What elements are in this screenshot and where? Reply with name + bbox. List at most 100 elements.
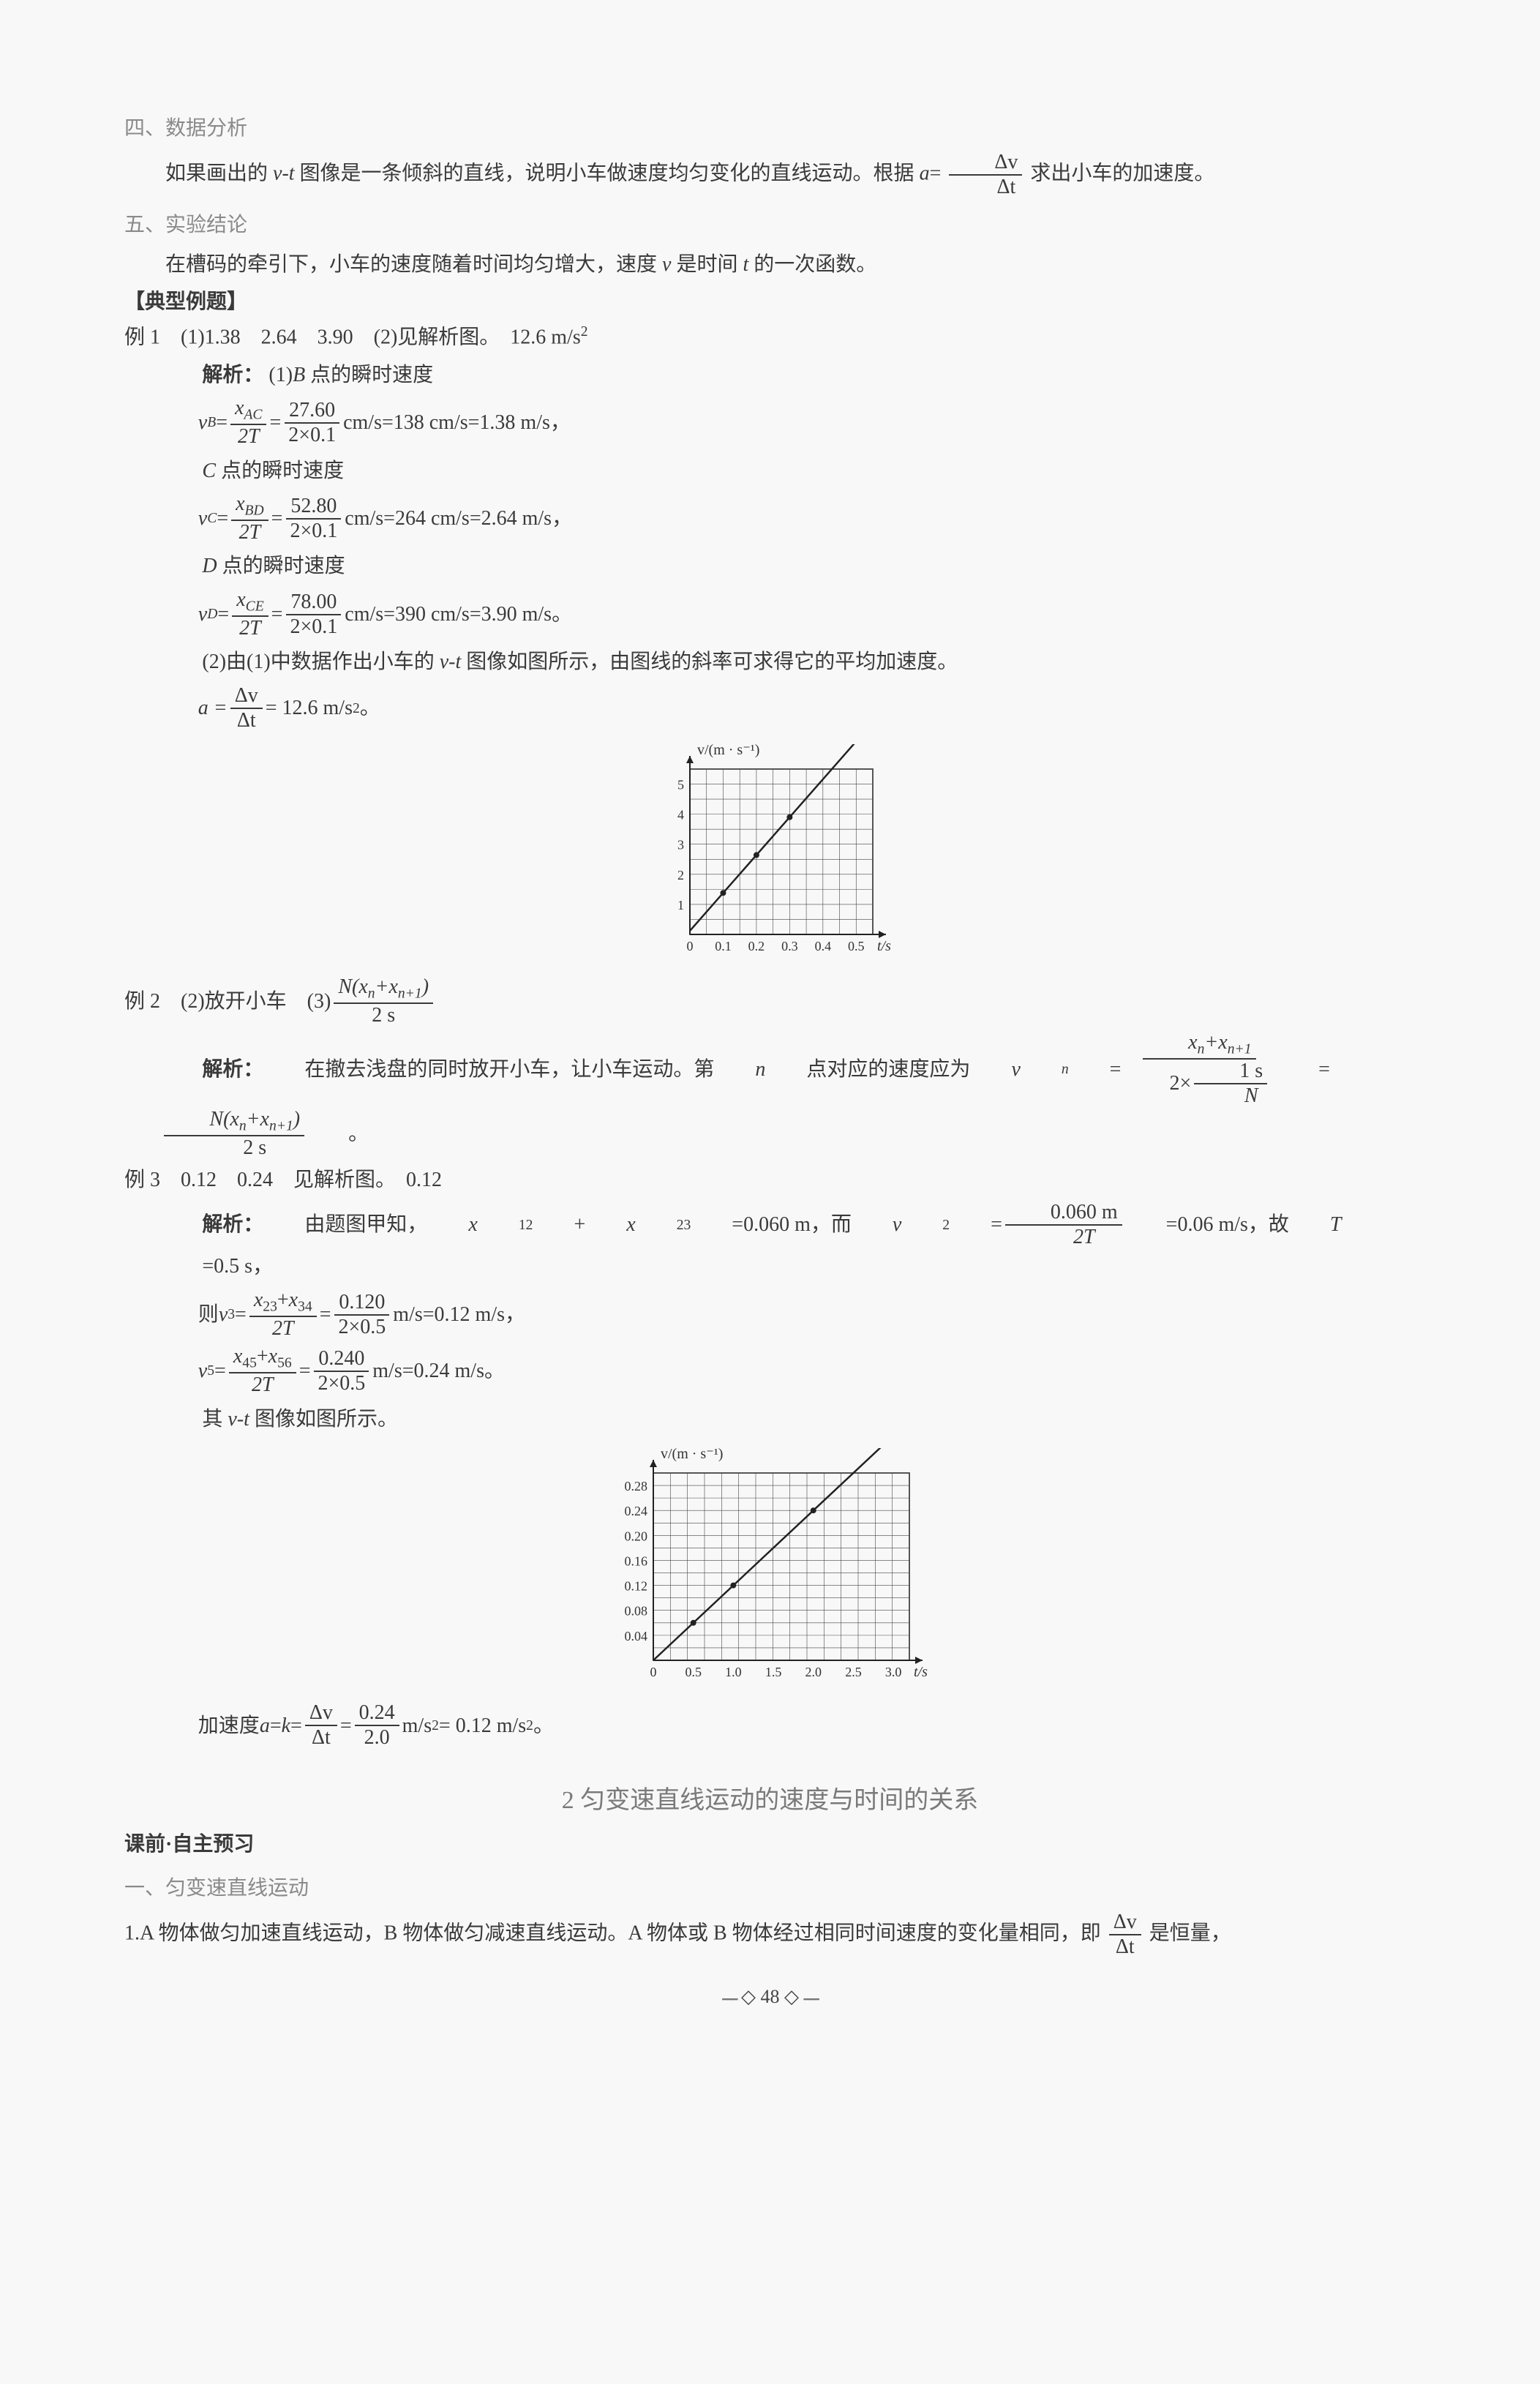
x: x (233, 1345, 242, 1368)
num: 27.60 (285, 399, 339, 424)
eq: = (930, 162, 942, 184)
section-heading-5: 五、实验结论 (124, 208, 1416, 243)
sub-heading-1: 一、匀变速直线运动 (124, 1871, 1416, 1906)
section-heading-4: 四、数据分析 (124, 111, 1416, 146)
label: 解析： (161, 1207, 263, 1242)
inner-frac: 1 sN (1194, 1060, 1267, 1108)
equation-vD: vD= xCE2T = 78.002×0.1 cm/s=390 cm/s=3.9… (124, 588, 1416, 640)
x: x (427, 1207, 477, 1242)
svg-text:3.0: 3.0 (884, 1665, 901, 1679)
tail: 。 (307, 1117, 369, 1152)
tail: cm/s=264 cm/s=2.64 m/s， (345, 501, 572, 536)
den: Δt (951, 176, 1020, 199)
fraction: xBD2T (231, 492, 268, 544)
svg-text:0.16: 0.16 (624, 1554, 647, 1569)
svg-text:2: 2 (677, 868, 684, 882)
svg-text:5: 5 (677, 778, 684, 792)
tail: m/s (402, 1709, 432, 1744)
tail: = 0.12 m/s (439, 1709, 526, 1744)
text: 点的瞬时速度 (217, 555, 345, 577)
num: 52.80 (286, 495, 341, 520)
svg-text:0.3: 0.3 (781, 939, 798, 953)
den: 2×0.1 (284, 424, 340, 447)
s: 45 (242, 1356, 257, 1371)
svg-text:t/s: t/s (914, 1664, 928, 1680)
fraction: ΔvΔt (1109, 1911, 1141, 1959)
text: =0.5 s， (161, 1249, 273, 1284)
fraction: 0.242.0 (355, 1701, 399, 1750)
fraction: x45+x562T (229, 1345, 296, 1397)
den: 2×0.1 (285, 520, 342, 543)
a: a = (198, 691, 228, 726)
solution-line: 其 v-t 图像如图所示。 (124, 1402, 1416, 1437)
den: Δt (233, 709, 260, 732)
t: ) (293, 1108, 300, 1131)
eq: = (271, 501, 283, 536)
d: Δt (307, 1726, 335, 1750)
paragraph: 如果画出的 v-t 图像是一条倾斜的直线，说明小车做速度均匀变化的直线运动。根据… (124, 151, 1416, 199)
eq: = (235, 1297, 247, 1332)
sup: 2 (526, 1714, 533, 1738)
fraction: ΔvΔt (230, 684, 263, 732)
v: v (219, 1297, 228, 1332)
eq: = (320, 1297, 331, 1332)
v: v (970, 1052, 1020, 1087)
t: +x (375, 975, 398, 998)
xs: AC (244, 408, 262, 423)
text: (2)由(1)中数据作出小车的 (202, 651, 439, 673)
eq: = (299, 1354, 311, 1389)
chart-2-wrap: 0.040.080.120.160.200.240.2800.51.01.52.… (124, 1448, 1416, 1690)
num: Δv (949, 151, 1022, 176)
n: 0.120 (334, 1291, 389, 1316)
text: 图像如图所示，由图线的斜率可求得它的平均加速度。 (461, 651, 958, 673)
text: 由题图甲知， (263, 1207, 427, 1242)
label: 解析： (202, 364, 263, 386)
page-number: ━━━ ◇ 48 ◇ ━━━ (124, 1981, 1416, 2013)
text: 例 1 (1)1.38 2.64 3.90 (2)见解析图。 12.6 m/s (124, 326, 581, 348)
text: 在槽码的牵引下，小车的速度随着时间均匀增大，速度 (165, 253, 662, 276)
preclass-heading: 课前·自主预习 (124, 1827, 1416, 1862)
text: 如果画出的 (165, 162, 273, 184)
eq: = (290, 1709, 302, 1744)
plus: + (533, 1207, 585, 1242)
eq: = (270, 1709, 282, 1744)
s: 5 (207, 1359, 214, 1383)
num: 78.00 (286, 591, 341, 615)
var-D: D (202, 555, 217, 577)
svg-text:1.5: 1.5 (765, 1665, 781, 1679)
n: Δv (305, 1701, 337, 1726)
page: 48 (761, 1986, 780, 2007)
s: 2 (901, 1213, 950, 1237)
v: v (198, 501, 207, 536)
s: n+1 (269, 1119, 293, 1134)
section-title-2: 2 匀变速直线运动的速度与时间的关系 (124, 1780, 1416, 1822)
s: n+1 (1228, 1041, 1252, 1057)
equation-a: a = ΔvΔt = 12.6 m/s2 。 (124, 684, 1416, 732)
x: x (289, 1289, 298, 1311)
x: x (235, 397, 244, 419)
eq: = (1069, 1052, 1122, 1087)
t: x (1188, 1031, 1197, 1054)
svg-text:0: 0 (686, 939, 693, 953)
dash-icon: ━━━ (722, 1995, 736, 2006)
x: x (254, 1289, 263, 1311)
solution-line: 解析： 在撤去浅盘的同时放开小车，让小车运动。第 n 点对应的速度应为 vn= … (124, 1031, 1416, 1161)
svg-text:0.08: 0.08 (624, 1604, 647, 1619)
s: 56 (277, 1356, 292, 1371)
d: 2×0.5 (313, 1372, 369, 1395)
end: 。 (360, 691, 380, 726)
text: =0.060 m，而 (691, 1207, 852, 1242)
svg-text:v/(m · s⁻¹): v/(m · s⁻¹) (697, 744, 759, 758)
v: v (198, 1354, 207, 1389)
text: 求出小车的加速度。 (1030, 162, 1214, 184)
fraction: ΔvΔt (305, 1701, 337, 1750)
t: 2× (1128, 1072, 1191, 1095)
n: 0.240 (314, 1347, 369, 1372)
svg-text:0.24: 0.24 (624, 1504, 647, 1518)
tail: = 12.6 m/s (266, 691, 353, 726)
svg-text:0.5: 0.5 (848, 939, 865, 953)
svg-text:4: 4 (677, 808, 684, 822)
svg-text:1: 1 (677, 898, 684, 912)
d: 2T (247, 1373, 278, 1397)
eq: = (269, 405, 281, 441)
